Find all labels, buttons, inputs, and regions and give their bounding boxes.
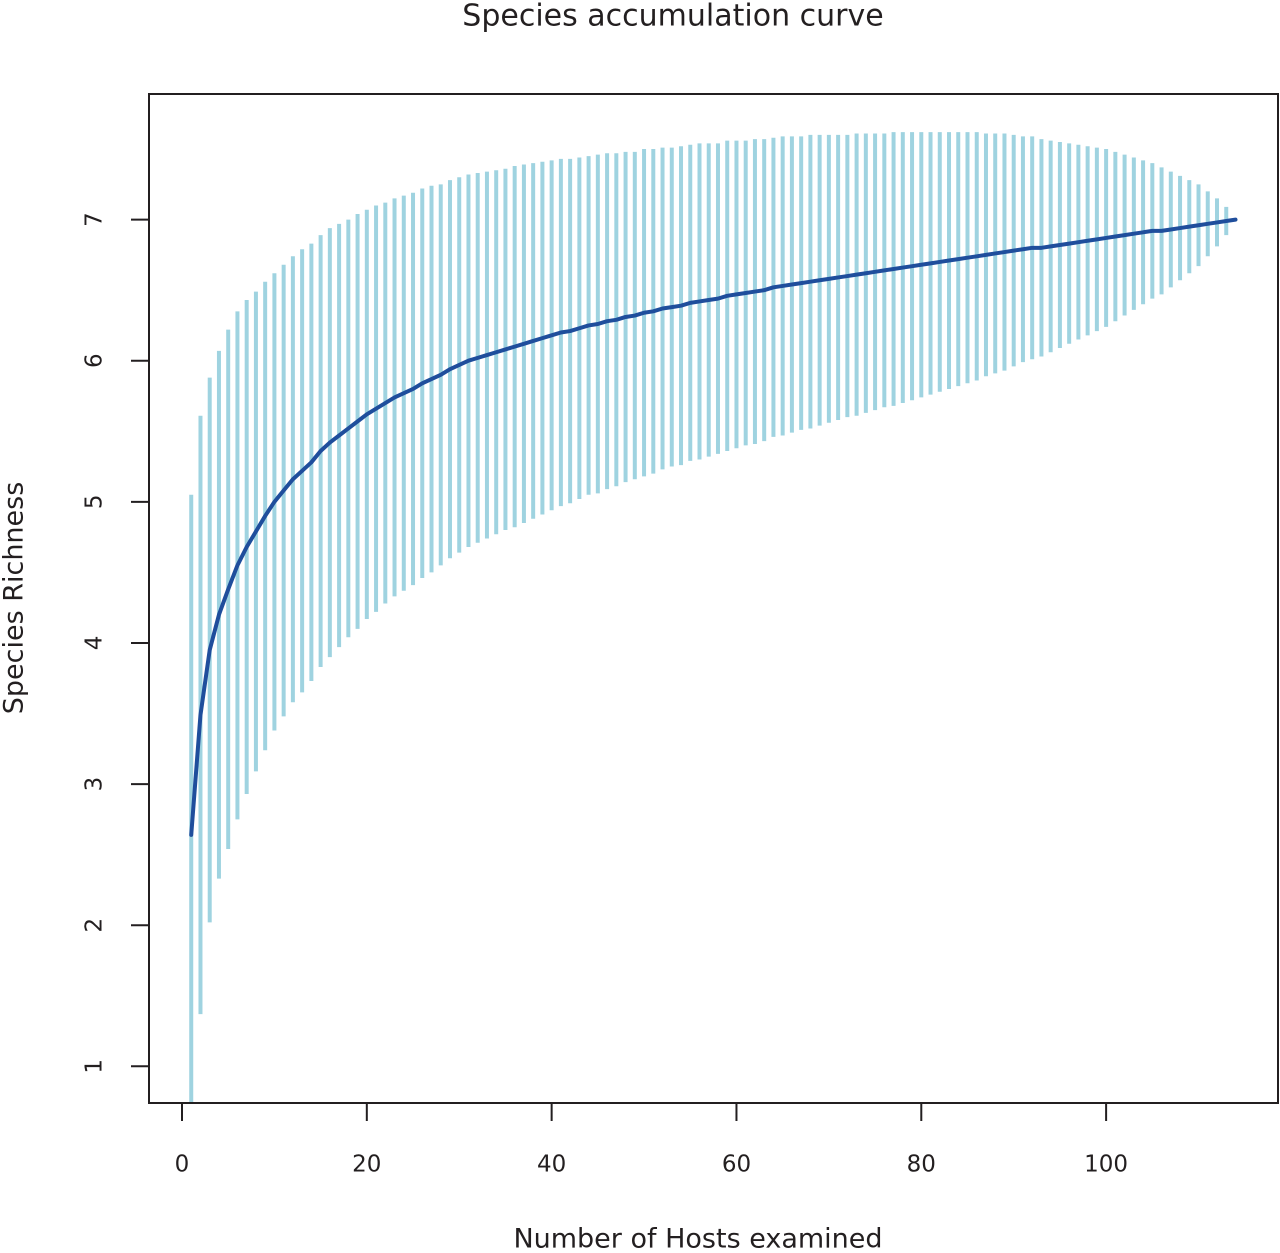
y-tick-label: 7 bbox=[82, 212, 108, 227]
x-axis-title: Number of Hosts examined bbox=[513, 1224, 882, 1253]
y-tick-label: 6 bbox=[82, 353, 108, 368]
y-tick-label: 2 bbox=[82, 918, 108, 933]
y-axis-title: Species Richness bbox=[0, 482, 30, 715]
x-tick-label: 0 bbox=[175, 1152, 190, 1178]
plot-area bbox=[189, 132, 1238, 1103]
x-tick-label: 40 bbox=[537, 1152, 566, 1178]
x-tick-label: 80 bbox=[907, 1152, 936, 1178]
y-tick-label: 4 bbox=[82, 636, 108, 651]
y-tick-label: 5 bbox=[82, 495, 108, 510]
y-tick-label: 3 bbox=[82, 777, 108, 792]
x-tick-label: 60 bbox=[722, 1152, 751, 1178]
plot-frame bbox=[148, 93, 1279, 1104]
mean-line bbox=[189, 217, 1238, 837]
chart-title: Species accumulation curve bbox=[462, 0, 883, 34]
x-tick-label: 20 bbox=[352, 1152, 381, 1178]
x-tick-label: 100 bbox=[1084, 1152, 1128, 1178]
y-tick-label: 1 bbox=[82, 1059, 108, 1074]
